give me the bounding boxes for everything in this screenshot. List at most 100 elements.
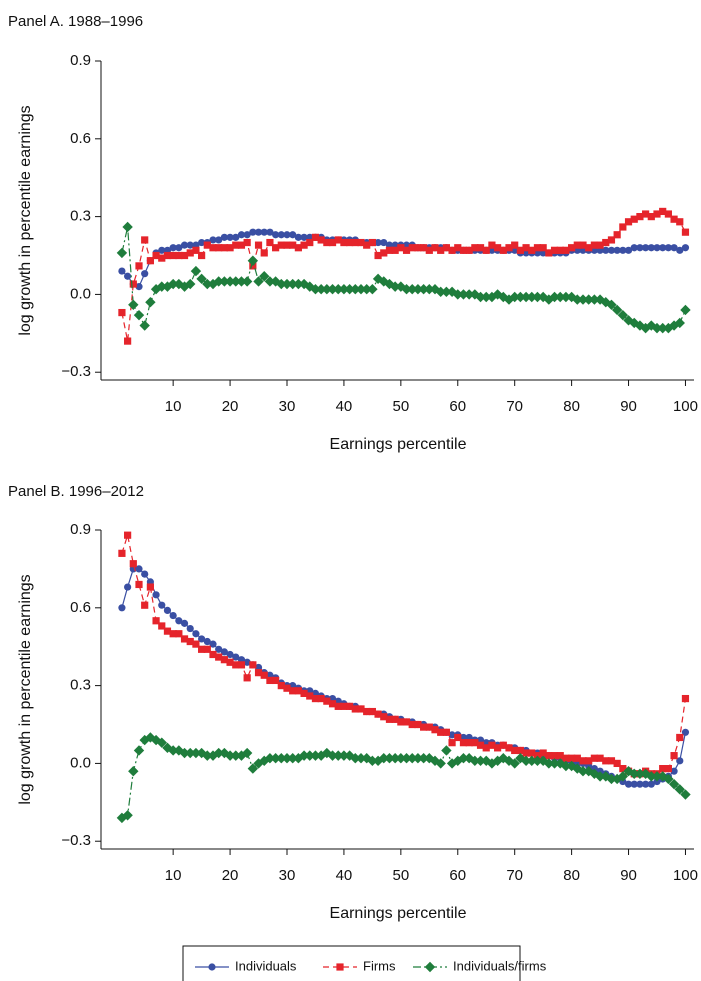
marker — [186, 637, 194, 646]
y-axis-label: log growth in percentile earnings — [17, 105, 34, 335]
marker — [281, 278, 293, 290]
marker — [146, 257, 154, 265]
marker — [651, 771, 663, 782]
marker — [334, 236, 342, 244]
marker — [158, 622, 166, 630]
marker — [224, 750, 236, 761]
marker — [606, 299, 617, 310]
marker — [283, 241, 291, 249]
marker — [412, 284, 424, 295]
marker — [647, 213, 655, 221]
x-axis-label: Earnings percentile — [330, 905, 467, 922]
marker — [488, 241, 496, 249]
marker — [431, 244, 439, 252]
marker — [676, 218, 684, 226]
marker — [670, 244, 678, 252]
marker — [287, 278, 298, 290]
marker — [220, 233, 228, 241]
x-tick-label: 50 — [393, 867, 410, 884]
marker — [289, 241, 297, 249]
marker — [146, 583, 154, 591]
marker — [124, 583, 132, 591]
marker — [209, 650, 217, 659]
marker — [613, 231, 621, 239]
marker — [328, 238, 337, 247]
marker — [532, 291, 543, 303]
marker — [198, 238, 206, 247]
marker — [568, 754, 576, 762]
marker — [670, 767, 678, 775]
marker — [647, 780, 655, 788]
marker — [158, 601, 166, 609]
legend-label: Individuals — [235, 958, 297, 973]
marker — [549, 291, 560, 303]
x-tick-label: 90 — [620, 398, 637, 415]
marker — [395, 753, 407, 764]
marker — [594, 294, 606, 305]
marker — [145, 296, 156, 308]
marker — [133, 745, 145, 756]
marker — [190, 747, 202, 759]
marker — [276, 278, 287, 290]
marker — [418, 284, 429, 295]
marker — [179, 747, 190, 759]
x-tick-label: 100 — [673, 867, 698, 884]
marker — [463, 289, 475, 300]
marker — [272, 244, 280, 252]
marker — [526, 755, 537, 767]
marker — [243, 238, 251, 247]
marker — [306, 238, 314, 247]
marker — [270, 753, 281, 764]
marker — [150, 734, 162, 746]
marker — [311, 233, 320, 241]
marker — [585, 757, 593, 765]
marker — [380, 238, 388, 247]
marker — [624, 246, 633, 254]
marker — [402, 718, 411, 726]
marker — [236, 276, 247, 287]
marker — [259, 755, 270, 767]
marker — [215, 244, 223, 252]
marker — [135, 262, 143, 270]
marker — [346, 238, 354, 247]
marker — [128, 765, 139, 777]
marker — [437, 728, 445, 736]
marker — [118, 604, 126, 612]
y-tick-label: 0.3 — [70, 208, 91, 225]
marker — [259, 271, 270, 282]
marker — [198, 635, 206, 643]
marker — [254, 669, 263, 677]
marker — [300, 233, 308, 241]
marker — [260, 249, 268, 257]
marker — [293, 753, 304, 764]
marker — [389, 281, 401, 292]
legend-marker — [336, 963, 344, 971]
marker — [220, 648, 228, 656]
marker — [237, 241, 246, 249]
marker — [465, 246, 473, 254]
marker — [260, 671, 268, 679]
marker — [266, 676, 274, 685]
y-tick-label: 0.9 — [70, 521, 91, 538]
marker — [516, 246, 524, 254]
marker — [681, 228, 690, 236]
marker — [363, 241, 371, 249]
marker — [122, 221, 133, 233]
marker — [441, 286, 452, 298]
marker — [209, 244, 217, 252]
marker — [237, 661, 246, 669]
marker — [289, 231, 297, 239]
legend-marker — [424, 961, 436, 973]
marker — [459, 739, 468, 747]
marker — [420, 723, 428, 731]
marker — [219, 276, 230, 287]
marker — [640, 768, 651, 779]
marker — [646, 771, 657, 782]
marker — [560, 291, 572, 303]
marker — [124, 337, 132, 345]
marker — [600, 296, 611, 308]
marker — [653, 244, 661, 252]
marker — [613, 759, 621, 768]
marker — [594, 771, 606, 782]
